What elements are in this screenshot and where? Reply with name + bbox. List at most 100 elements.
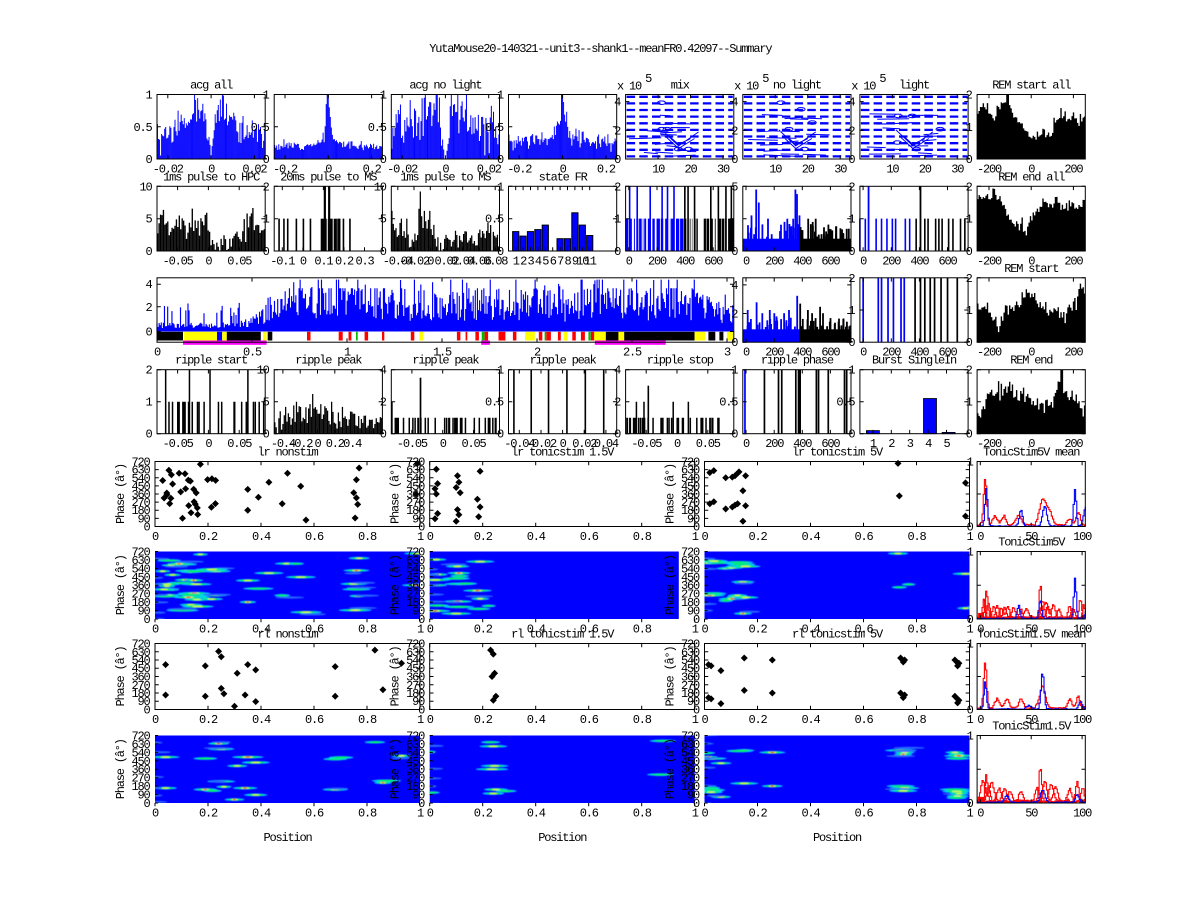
svg-text:0: 0 — [977, 623, 984, 637]
svg-text:270: 270 — [406, 679, 425, 693]
svg-text:1: 1 — [417, 530, 424, 544]
svg-text:600: 600 — [821, 255, 840, 269]
svg-text:0: 0 — [380, 153, 387, 167]
svg-text:0.4: 0.4 — [527, 623, 546, 637]
svg-text:90: 90 — [137, 695, 150, 709]
svg-text:0.2: 0.2 — [363, 163, 382, 177]
svg-text:-200: -200 — [977, 346, 1002, 360]
svg-text:720: 720 — [681, 730, 700, 744]
svg-text:0: 0 — [701, 713, 708, 727]
svg-text:1: 1 — [848, 364, 855, 378]
svg-text:0: 0 — [427, 255, 434, 269]
svg-text:270: 270 — [131, 772, 150, 786]
svg-text:0.2: 0.2 — [474, 807, 493, 821]
svg-text:0: 0 — [143, 521, 150, 535]
svg-text:0: 0 — [701, 530, 708, 544]
svg-text:0: 0 — [380, 245, 387, 259]
svg-text:0: 0 — [427, 530, 434, 544]
svg-text:1: 1 — [417, 623, 424, 637]
svg-text:200: 200 — [1064, 346, 1083, 360]
svg-text:360: 360 — [131, 579, 150, 593]
svg-text:50: 50 — [1025, 807, 1038, 821]
svg-text:0: 0 — [314, 437, 321, 451]
svg-text:0.4: 0.4 — [801, 623, 820, 637]
svg-text:270: 270 — [131, 679, 150, 693]
svg-text:-0.02: -0.02 — [399, 255, 430, 269]
svg-text:6: 6 — [550, 255, 557, 269]
svg-text:0.2: 0.2 — [199, 623, 218, 637]
svg-text:90: 90 — [412, 512, 425, 526]
svg-text:0: 0 — [427, 623, 434, 637]
svg-text:1: 1 — [848, 304, 855, 318]
svg-text:0.08: 0.08 — [483, 255, 508, 269]
svg-text:0: 0 — [145, 428, 152, 442]
svg-text:630: 630 — [681, 646, 700, 660]
svg-text:0.2: 0.2 — [326, 437, 345, 451]
svg-text:0.2: 0.2 — [335, 255, 354, 269]
svg-text:Phase (â°): Phase (â°) — [389, 464, 403, 524]
svg-text:ripple peak: ripple peak — [530, 354, 597, 368]
svg-text:1: 1 — [692, 530, 699, 544]
svg-text:0: 0 — [626, 255, 633, 269]
svg-text:0.2: 0.2 — [748, 807, 767, 821]
svg-text:1: 1 — [967, 638, 974, 652]
svg-text:ripple peak: ripple peak — [412, 354, 479, 368]
svg-text:0.6: 0.6 — [854, 807, 873, 821]
svg-text:270: 270 — [406, 496, 425, 510]
svg-text:400: 400 — [793, 255, 812, 269]
svg-text:180: 180 — [131, 687, 150, 701]
svg-text:200: 200 — [765, 255, 784, 269]
svg-text:0.8: 0.8 — [907, 623, 926, 637]
svg-text:2: 2 — [614, 180, 621, 194]
svg-text:0: 0 — [427, 807, 434, 821]
svg-text:2: 2 — [966, 272, 973, 286]
svg-text:0: 0 — [731, 245, 738, 259]
svg-text:0: 0 — [418, 704, 425, 718]
svg-text:600: 600 — [821, 437, 840, 451]
svg-text:4: 4 — [614, 364, 621, 378]
svg-text:720: 720 — [131, 546, 150, 560]
svg-text:0: 0 — [152, 623, 159, 637]
svg-text:0: 0 — [701, 623, 708, 637]
svg-text:100: 100 — [1073, 807, 1092, 821]
svg-text:10: 10 — [652, 163, 665, 177]
svg-text:x 10: x 10 — [851, 80, 876, 94]
svg-text:2: 2 — [614, 396, 621, 410]
svg-text:-0.04: -0.04 — [383, 255, 414, 269]
svg-text:400: 400 — [910, 255, 929, 269]
svg-text:0: 0 — [693, 704, 700, 718]
svg-text:50: 50 — [1025, 623, 1038, 637]
svg-text:1: 1 — [380, 89, 387, 103]
svg-text:1: 1 — [966, 396, 973, 410]
svg-text:0: 0 — [967, 613, 974, 627]
svg-text:0: 0 — [977, 530, 984, 544]
svg-text:0.2: 0.2 — [597, 163, 616, 177]
svg-text:0.5: 0.5 — [719, 396, 738, 410]
svg-text:10: 10 — [769, 163, 782, 177]
svg-text:450: 450 — [406, 662, 425, 676]
svg-text:1: 1 — [692, 713, 699, 727]
svg-text:lr nonstim: lr nonstim — [257, 446, 318, 460]
svg-text:180: 180 — [131, 596, 150, 610]
svg-text:Position: Position — [538, 831, 587, 845]
svg-text:100: 100 — [1073, 713, 1092, 727]
svg-text:0: 0 — [380, 428, 387, 442]
svg-text:0: 0 — [152, 807, 159, 821]
svg-text:1: 1 — [731, 364, 738, 378]
svg-text:Phase (â°): Phase (â°) — [389, 555, 403, 615]
svg-text:0: 0 — [263, 245, 270, 259]
svg-text:0.4: 0.4 — [801, 530, 820, 544]
svg-text:lr tonicstim 1.5V: lr tonicstim 1.5V — [511, 446, 615, 460]
svg-text:Phase (â°): Phase (â°) — [114, 464, 128, 524]
svg-text:0: 0 — [497, 428, 504, 442]
svg-text:11: 11 — [584, 255, 597, 269]
svg-text:540: 540 — [681, 472, 700, 486]
svg-text:180: 180 — [681, 596, 700, 610]
svg-text:0: 0 — [977, 807, 984, 821]
svg-text:light: light — [899, 79, 929, 93]
svg-text:450: 450 — [406, 755, 425, 769]
svg-text:0.2: 0.2 — [748, 530, 767, 544]
svg-text:5: 5 — [645, 72, 652, 86]
svg-text:5: 5 — [762, 72, 769, 86]
svg-text:4: 4 — [380, 364, 387, 378]
